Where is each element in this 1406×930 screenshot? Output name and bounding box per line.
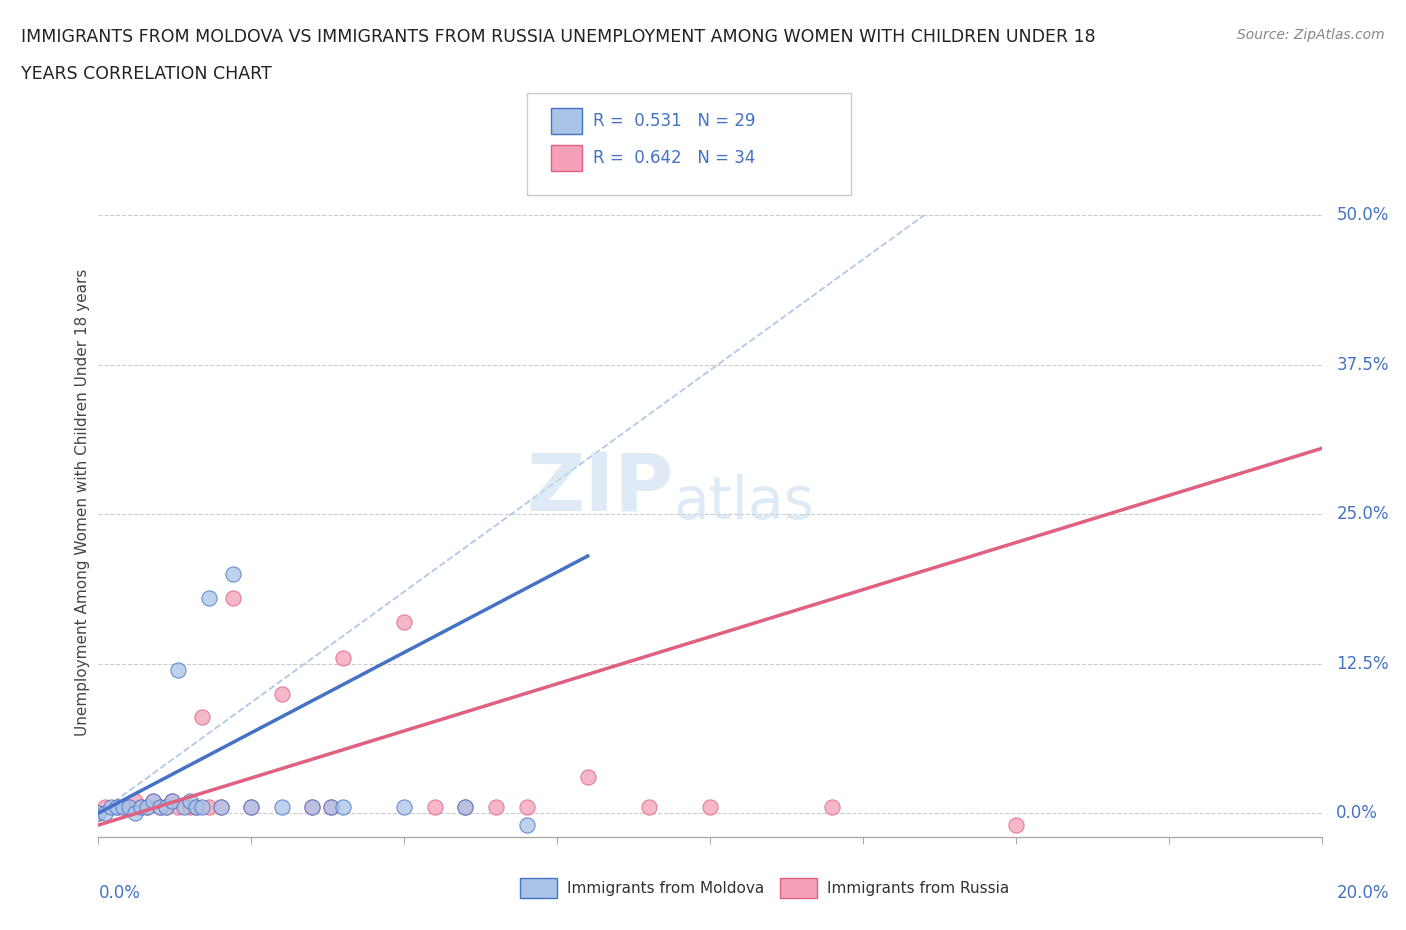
Text: 50.0%: 50.0% — [1336, 206, 1389, 224]
Point — [319, 800, 342, 815]
Point — [149, 800, 172, 815]
Point — [111, 800, 134, 815]
Point — [129, 800, 152, 815]
Point — [124, 793, 146, 808]
Point — [270, 800, 292, 815]
Point — [179, 793, 201, 808]
Point — [1004, 817, 1026, 832]
Point — [699, 800, 721, 815]
Point — [179, 800, 201, 815]
Text: 12.5%: 12.5% — [1336, 655, 1389, 672]
Text: R =  0.531   N = 29: R = 0.531 N = 29 — [593, 112, 756, 130]
Point — [93, 800, 115, 815]
Point — [392, 615, 416, 630]
Text: IMMIGRANTS FROM MOLDOVA VS IMMIGRANTS FROM RUSSIA UNEMPLOYMENT AMONG WOMEN WITH : IMMIGRANTS FROM MOLDOVA VS IMMIGRANTS FR… — [21, 28, 1095, 46]
Point — [167, 800, 190, 815]
Point — [222, 566, 245, 581]
Point — [454, 800, 477, 815]
Point — [186, 800, 208, 815]
Point — [423, 800, 446, 815]
Point — [155, 800, 177, 815]
Point — [332, 800, 354, 815]
Point — [105, 800, 128, 815]
Point — [637, 800, 661, 815]
Point — [319, 800, 342, 815]
Point — [160, 793, 183, 808]
Text: 25.0%: 25.0% — [1336, 505, 1389, 524]
Point — [87, 805, 110, 820]
Point — [270, 686, 292, 701]
Text: R =  0.642   N = 34: R = 0.642 N = 34 — [593, 149, 755, 167]
Point — [142, 793, 165, 808]
Text: 37.5%: 37.5% — [1336, 355, 1389, 374]
Point — [209, 800, 232, 815]
Point — [821, 800, 844, 815]
Text: YEARS CORRELATION CHART: YEARS CORRELATION CHART — [21, 65, 271, 83]
Point — [87, 805, 110, 820]
Text: Immigrants from Moldova: Immigrants from Moldova — [567, 881, 763, 896]
Text: ZIP: ZIP — [526, 450, 673, 528]
Point — [118, 800, 141, 815]
Point — [111, 800, 134, 815]
Point — [142, 793, 165, 808]
Point — [136, 800, 159, 815]
Point — [124, 805, 146, 820]
Point — [485, 800, 508, 815]
Point — [516, 817, 538, 832]
Point — [100, 800, 122, 815]
Text: 0.0%: 0.0% — [1336, 804, 1378, 822]
Point — [301, 800, 323, 815]
Point — [118, 800, 141, 815]
Point — [197, 800, 219, 815]
Point — [155, 800, 177, 815]
Point — [136, 800, 159, 815]
Point — [105, 800, 128, 815]
Point — [240, 800, 263, 815]
Point — [240, 800, 263, 815]
Point — [222, 591, 245, 605]
Point — [191, 710, 214, 724]
Point — [197, 591, 219, 605]
Point — [191, 800, 214, 815]
Text: atlas: atlas — [673, 473, 814, 531]
Point — [167, 662, 190, 677]
Point — [209, 800, 232, 815]
Point — [186, 800, 208, 815]
Point — [576, 770, 599, 785]
Point — [392, 800, 416, 815]
Text: 20.0%: 20.0% — [1336, 884, 1389, 902]
Point — [149, 800, 172, 815]
Point — [93, 805, 115, 820]
Text: 0.0%: 0.0% — [98, 884, 141, 902]
Point — [129, 800, 152, 815]
Point — [160, 793, 183, 808]
Y-axis label: Unemployment Among Women with Children Under 18 years: Unemployment Among Women with Children U… — [75, 269, 90, 736]
Point — [454, 800, 477, 815]
Text: Source: ZipAtlas.com: Source: ZipAtlas.com — [1237, 28, 1385, 42]
Text: Immigrants from Russia: Immigrants from Russia — [827, 881, 1010, 896]
Point — [301, 800, 323, 815]
Point — [332, 650, 354, 665]
Point — [516, 800, 538, 815]
Point — [173, 800, 195, 815]
